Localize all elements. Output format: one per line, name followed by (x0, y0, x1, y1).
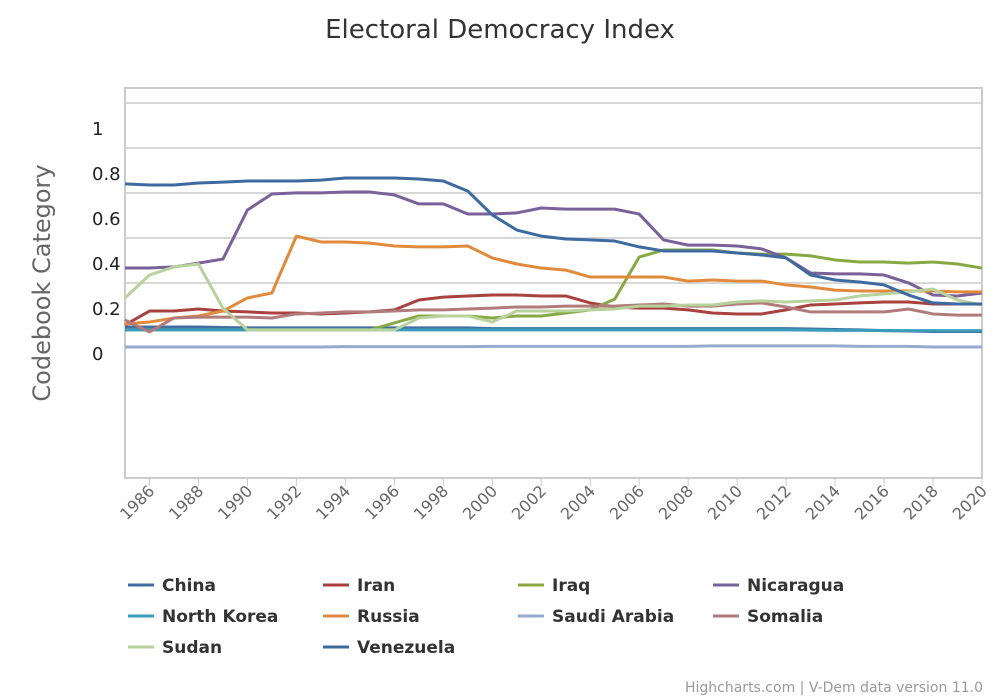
y-tick-label: 0.4 (92, 254, 121, 275)
legend-item-china[interactable]: China (128, 576, 216, 596)
y-tick-label: 0 (92, 344, 103, 365)
x-tick-label: 2018 (900, 481, 942, 523)
y-tick-label: 1 (92, 119, 103, 140)
x-tick-label: 1990 (214, 481, 256, 523)
legend-label: Nicaragua (747, 576, 844, 596)
x-tick-label: 1988 (165, 481, 207, 523)
series-line-nicaragua (125, 190, 983, 298)
x-tick-label: 2006 (606, 481, 648, 523)
y-tick-label: 0.8 (92, 164, 121, 185)
y-axis-title: Codebook Category (28, 164, 56, 401)
legend-item-nicaragua[interactable]: Nicaragua (713, 576, 844, 596)
x-tick-label: 2014 (802, 481, 844, 523)
x-tick-label: 2012 (753, 481, 795, 523)
x-tick-label: 1986 (116, 481, 158, 523)
gridlines (125, 102, 982, 284)
legend-label: Sudan (162, 638, 222, 658)
x-tick-label: 2000 (459, 481, 501, 523)
series-line-somalia (124, 301, 982, 334)
x-tick-label: 2008 (655, 481, 697, 523)
x-tick-label: 1996 (361, 481, 403, 523)
legend-item-somalia[interactable]: Somalia (713, 607, 823, 627)
legend-item-russia[interactable]: Russia (323, 607, 420, 627)
legend-label: Iraq (552, 576, 590, 596)
legend-item-saudi-arabia[interactable]: Saudi Arabia (518, 607, 674, 627)
x-tick-label: 2002 (508, 481, 550, 523)
y-tick-label: 0.2 (92, 299, 121, 320)
series-line-sudan (123, 262, 983, 332)
x-tick-label: 1998 (410, 481, 452, 523)
x-tick-label: 2020 (949, 481, 991, 523)
x-tick-label: 2004 (557, 481, 599, 523)
legend-label: China (162, 576, 216, 596)
x-tick-label: 2010 (704, 481, 746, 523)
legend-item-iraq[interactable]: Iraq (518, 576, 590, 596)
series-line-russia (124, 234, 982, 326)
series-lines (123, 176, 983, 349)
x-axis: 1986 1988 1990 1992 1994 1996 1998 2000 2002 2004… (116, 478, 991, 524)
plot-frame (124, 87, 983, 479)
legend-item-north-korea[interactable]: North Korea (128, 607, 278, 627)
y-axis: 1 0.8 0.6 0.4 0.2 0 (92, 119, 121, 365)
x-tick-label: 1994 (312, 481, 354, 523)
credits[interactable]: Highcharts.com | V-Dem data version 11.0 (685, 680, 983, 696)
legend-item-iran[interactable]: Iran (323, 576, 395, 596)
series-line-saudi-arabia (125, 344, 982, 349)
legend-label: North Korea (162, 607, 278, 627)
legend-label: Venezuela (357, 638, 455, 658)
legend-label: Saudi Arabia (552, 607, 674, 627)
legend-item-sudan[interactable]: Sudan (128, 638, 222, 658)
series-line-venezuela (124, 176, 982, 306)
series-line-iran (124, 293, 982, 327)
legend-label: Iran (357, 576, 395, 596)
legend-label: Russia (357, 607, 420, 627)
legend-label: Somalia (747, 607, 823, 627)
chart-title: Electoral Democracy Index (325, 15, 675, 45)
x-tick-label: 1992 (263, 481, 305, 523)
y-tick-label: 0.6 (92, 209, 121, 230)
legend-item-venezuela[interactable]: Venezuela (323, 638, 455, 658)
x-tick-label: 2016 (851, 481, 893, 523)
legend: China Iran Iraq Nicaragua North Korea Russia S… (128, 576, 844, 658)
